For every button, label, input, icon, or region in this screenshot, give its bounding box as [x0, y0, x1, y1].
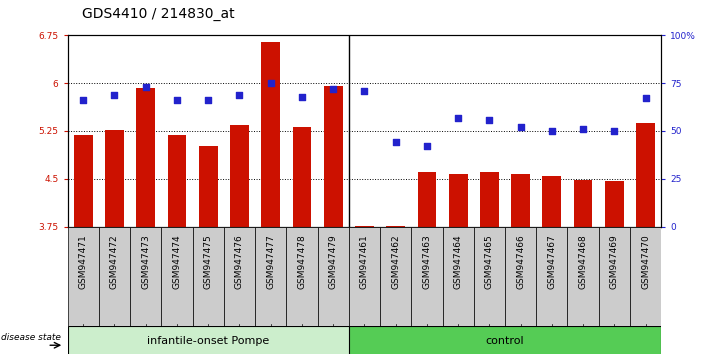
- Point: [296, 94, 308, 99]
- Point: [171, 98, 183, 103]
- FancyBboxPatch shape: [287, 227, 318, 326]
- FancyBboxPatch shape: [505, 227, 536, 326]
- Text: GSM947467: GSM947467: [547, 234, 557, 289]
- FancyBboxPatch shape: [193, 227, 224, 326]
- FancyBboxPatch shape: [380, 227, 411, 326]
- Text: GSM947468: GSM947468: [579, 234, 587, 289]
- Bar: [324, 86, 343, 227]
- Point: [577, 126, 589, 132]
- FancyBboxPatch shape: [567, 227, 599, 326]
- Bar: [168, 135, 186, 227]
- FancyBboxPatch shape: [411, 227, 442, 326]
- Bar: [386, 226, 405, 227]
- Point: [77, 98, 89, 103]
- Text: GSM947465: GSM947465: [485, 234, 494, 289]
- Bar: [449, 174, 468, 227]
- Bar: [137, 88, 155, 227]
- FancyBboxPatch shape: [68, 326, 349, 354]
- Text: GSM947461: GSM947461: [360, 234, 369, 289]
- Text: GSM947464: GSM947464: [454, 234, 463, 289]
- Point: [421, 143, 432, 149]
- Text: disease state: disease state: [1, 333, 61, 342]
- Bar: [417, 172, 437, 227]
- FancyBboxPatch shape: [68, 227, 99, 326]
- Point: [452, 115, 464, 120]
- Text: GSM947473: GSM947473: [141, 234, 150, 289]
- Text: GSM947475: GSM947475: [203, 234, 213, 289]
- Text: GSM947479: GSM947479: [328, 234, 338, 289]
- Point: [640, 96, 651, 101]
- Point: [609, 128, 620, 134]
- Text: GSM947463: GSM947463: [422, 234, 432, 289]
- Point: [515, 124, 526, 130]
- Text: GSM947478: GSM947478: [297, 234, 306, 289]
- Text: GSM947466: GSM947466: [516, 234, 525, 289]
- Text: GDS4410 / 214830_at: GDS4410 / 214830_at: [82, 7, 235, 21]
- Point: [359, 88, 370, 94]
- Bar: [199, 146, 218, 227]
- Text: GSM947476: GSM947476: [235, 234, 244, 289]
- FancyBboxPatch shape: [442, 227, 474, 326]
- FancyBboxPatch shape: [630, 227, 661, 326]
- FancyBboxPatch shape: [318, 227, 349, 326]
- FancyBboxPatch shape: [130, 227, 161, 326]
- FancyBboxPatch shape: [224, 227, 255, 326]
- Bar: [636, 123, 655, 227]
- Point: [203, 98, 214, 103]
- Point: [140, 84, 151, 90]
- FancyBboxPatch shape: [255, 227, 287, 326]
- Point: [483, 117, 495, 122]
- FancyBboxPatch shape: [99, 227, 130, 326]
- Bar: [605, 181, 624, 227]
- Text: GSM947477: GSM947477: [266, 234, 275, 289]
- Bar: [511, 174, 530, 227]
- Text: GSM947471: GSM947471: [79, 234, 87, 289]
- FancyBboxPatch shape: [536, 227, 567, 326]
- Text: GSM947469: GSM947469: [610, 234, 619, 289]
- FancyBboxPatch shape: [474, 227, 505, 326]
- Bar: [230, 125, 249, 227]
- Bar: [542, 176, 561, 227]
- Point: [390, 139, 401, 145]
- Bar: [74, 135, 92, 227]
- Text: GSM947474: GSM947474: [172, 234, 181, 289]
- Bar: [480, 172, 498, 227]
- Point: [546, 128, 557, 134]
- FancyBboxPatch shape: [349, 227, 380, 326]
- FancyBboxPatch shape: [599, 227, 630, 326]
- Point: [265, 80, 277, 86]
- Bar: [355, 226, 374, 227]
- Point: [328, 86, 339, 92]
- FancyBboxPatch shape: [349, 326, 661, 354]
- Point: [234, 92, 245, 97]
- Text: GSM947462: GSM947462: [391, 234, 400, 289]
- FancyBboxPatch shape: [161, 227, 193, 326]
- Text: control: control: [486, 336, 524, 346]
- Point: [109, 92, 120, 97]
- Bar: [574, 180, 592, 227]
- Text: GSM947472: GSM947472: [110, 234, 119, 289]
- Bar: [292, 126, 311, 227]
- Text: infantile-onset Pompe: infantile-onset Pompe: [147, 336, 269, 346]
- Bar: [105, 130, 124, 227]
- Text: GSM947470: GSM947470: [641, 234, 650, 289]
- Bar: [261, 42, 280, 227]
